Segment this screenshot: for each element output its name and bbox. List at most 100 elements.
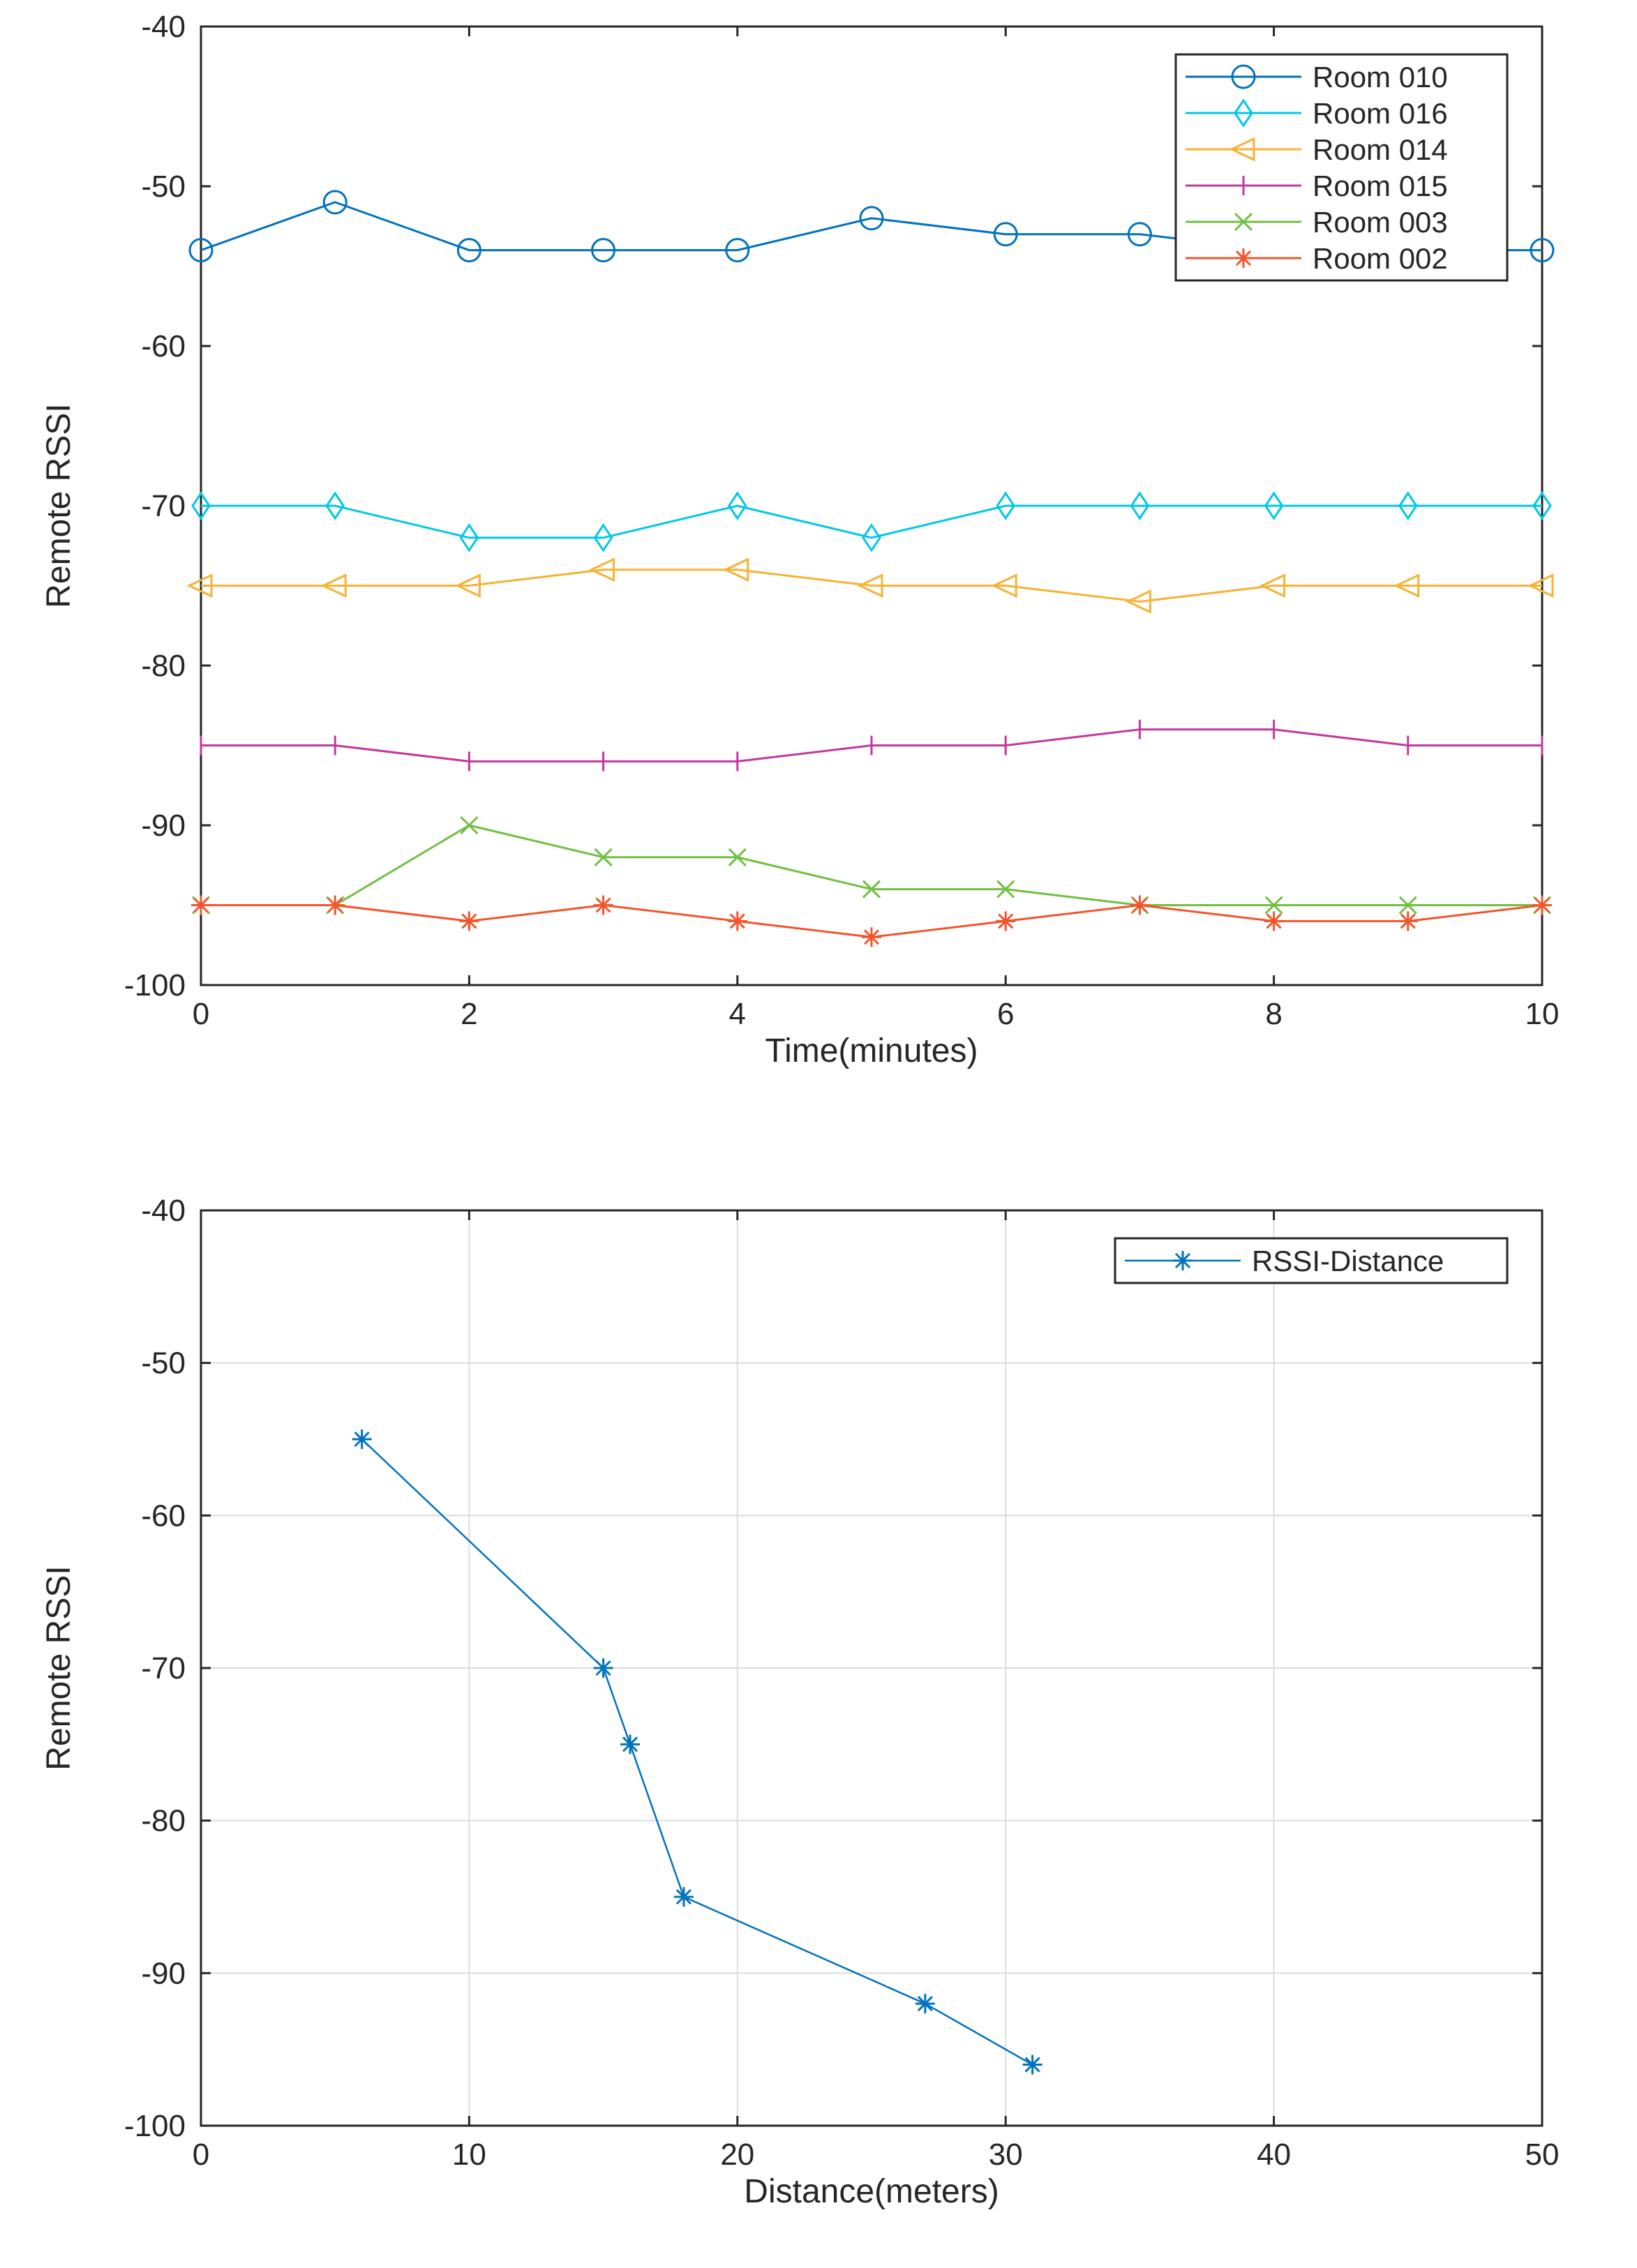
x-tick-label: 0 — [193, 2138, 209, 2172]
x-tick-label: 50 — [1525, 2138, 1560, 2172]
data-point-room-016 — [1398, 491, 1418, 520]
data-point-room-002 — [325, 895, 345, 915]
data-point-room-016 — [191, 491, 211, 520]
data-point-room-002 — [459, 911, 479, 931]
y-tick-label: -100 — [124, 2109, 186, 2143]
series-room-016 — [191, 491, 1552, 553]
legend-box — [1174, 53, 1509, 282]
data-point-room-014 — [991, 573, 1017, 598]
data-point-rssi-distance — [673, 1887, 694, 1907]
x-tick-label: 4 — [729, 997, 746, 1031]
y-tick-label: -60 — [141, 329, 186, 363]
legend-label-room-002: Room 002 — [1313, 242, 1448, 275]
data-point-room-014 — [589, 557, 615, 582]
data-point-room-002 — [1398, 911, 1418, 931]
data-point-room-014 — [320, 573, 347, 598]
data-point-rssi-distance — [915, 1994, 935, 2014]
x-tick-label: 10 — [452, 2138, 486, 2172]
legend-marker-room-003 — [1234, 212, 1253, 232]
series-room-014 — [186, 557, 1554, 614]
y-tick-label: -90 — [141, 809, 186, 843]
data-point-room-003 — [996, 880, 1015, 899]
y-tick-label: -80 — [141, 649, 186, 683]
x-tick-label: 2 — [461, 997, 477, 1031]
legend-label-room-016: Room 016 — [1313, 97, 1448, 130]
x-tick-label: 8 — [1265, 997, 1282, 1031]
legend-marker-room-016 — [1234, 98, 1253, 128]
data-point-rssi-distance — [1022, 2055, 1042, 2075]
y-tick-label: -70 — [141, 1651, 186, 1685]
x-tick-label: 20 — [720, 2138, 754, 2172]
data-point-room-016 — [727, 491, 747, 520]
x-axis-label: Time(minutes) — [765, 1032, 978, 1069]
x-tick-label: 10 — [1525, 997, 1560, 1031]
data-point-room-002 — [1130, 895, 1150, 915]
data-point-room-016 — [1532, 491, 1552, 520]
y-tick-label: -100 — [124, 968, 186, 1002]
data-point-room-016 — [1130, 491, 1150, 520]
data-point-room-016 — [996, 491, 1016, 520]
x-tick-label: 30 — [989, 2138, 1023, 2172]
data-point-room-010 — [322, 190, 347, 215]
data-point-room-002 — [1264, 911, 1284, 931]
legend-label-room-003: Room 003 — [1313, 206, 1448, 239]
data-point-rssi-distance — [620, 1734, 641, 1755]
legend-label-room-015: Room 015 — [1313, 170, 1448, 202]
data-point-room-010 — [456, 238, 481, 263]
y-tick-label: -90 — [141, 1956, 186, 1990]
data-point-room-002 — [996, 911, 1016, 931]
series-line-rssi-distance — [361, 1439, 1033, 2066]
series-room-015 — [200, 719, 1543, 772]
data-point-room-016 — [325, 491, 345, 520]
data-point-room-016 — [1264, 491, 1284, 520]
x-tick-label: 6 — [997, 997, 1014, 1031]
data-point-room-002 — [593, 895, 613, 915]
series-rssi-distance — [352, 1429, 1042, 2075]
data-point-room-003 — [862, 880, 881, 899]
legend-label-rssi-distance: RSSI-Distance — [1252, 1245, 1444, 1277]
legend-marker-rssi-distance — [1173, 1251, 1193, 1270]
x-tick-label: 0 — [193, 997, 209, 1031]
y-tick-label: -80 — [141, 1804, 186, 1838]
data-point-room-003 — [1264, 896, 1283, 915]
data-point-room-002 — [1532, 895, 1552, 915]
data-point-room-010 — [1127, 222, 1152, 247]
rssi-distance-chart: 0 10 20 30 40 50 -100 -90 -80 -70 -60 -50 -40 Distanc… — [40, 1194, 1559, 2210]
y-axis-label: Remote RSSI — [40, 1565, 77, 1770]
data-point-room-002 — [862, 927, 881, 947]
legend-label-room-010: Room 010 — [1313, 61, 1448, 93]
y-tick-label: -40 — [141, 1194, 186, 1228]
data-point-room-014 — [1259, 573, 1286, 598]
y-tick-label: -40 — [141, 10, 186, 44]
y-tick-label: -50 — [141, 170, 186, 204]
data-point-room-010 — [859, 206, 884, 231]
data-point-room-003 — [460, 816, 479, 835]
data-point-room-010 — [1530, 238, 1555, 263]
data-point-room-016 — [862, 523, 881, 553]
data-point-room-014 — [1125, 589, 1151, 614]
data-point-room-010 — [188, 238, 214, 263]
legend-marker-room-014 — [1229, 137, 1255, 162]
data-point-room-010 — [591, 238, 616, 263]
data-point-room-014 — [454, 573, 481, 598]
series-line-room-016 — [201, 504, 1542, 539]
data-point-room-016 — [593, 523, 613, 553]
data-point-room-014 — [857, 573, 883, 598]
data-point-room-003 — [1398, 896, 1417, 915]
legend-marker-room-010 — [1231, 64, 1256, 89]
data-point-room-014 — [186, 573, 213, 598]
data-point-rssi-distance — [593, 1658, 613, 1678]
rssi-time-chart: 0 2 4 6 8 10 -100 -90 -80 -70 -60 -50 -40 Time(minute… — [40, 10, 1559, 1069]
legend-marker-room-002 — [1234, 248, 1253, 268]
x-tick-label: 40 — [1257, 2138, 1291, 2172]
data-point-room-016 — [459, 523, 479, 553]
data-point-room-002 — [191, 895, 211, 915]
y-tick-label: -60 — [141, 1499, 186, 1533]
y-axis-label: Remote RSSI — [40, 403, 77, 608]
y-tick-label: -70 — [141, 489, 186, 523]
data-point-rssi-distance — [352, 1429, 372, 1449]
data-point-room-010 — [993, 222, 1018, 247]
data-point-room-010 — [725, 238, 750, 263]
